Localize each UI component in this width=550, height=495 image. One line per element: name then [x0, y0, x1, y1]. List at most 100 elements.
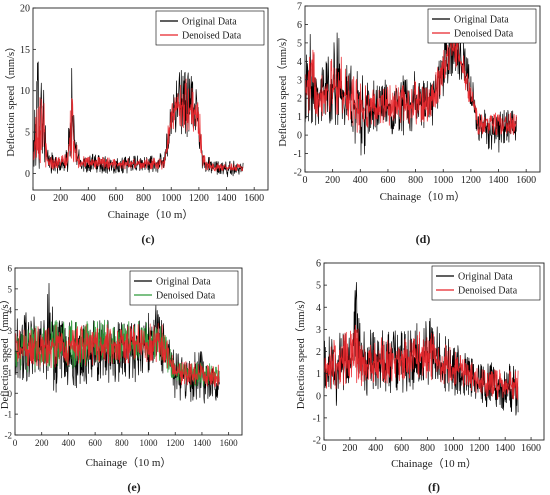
y-tick-label: 3 [316, 325, 321, 336]
panel-caption: (d) [416, 232, 431, 246]
y-tick-label: 5 [297, 38, 302, 49]
x-tick-label: 200 [342, 443, 357, 454]
y-tick-label: 5 [316, 281, 321, 292]
chart-panel-d: 0 200 400 600 800 1000 1200 1400 1600 -2 -1 0 1 2 3 4 5 6… [277, 2, 541, 246]
legend-label: Denoised Data [458, 286, 518, 297]
x-axis-label: Chainage（10 m） [108, 208, 194, 221]
legend-box [155, 10, 265, 46]
y-tick-label: 10 [20, 86, 30, 97]
x-tick-label: 1000 [443, 443, 463, 454]
y-tick-label: 2 [297, 94, 302, 105]
x-tick-label: 200 [325, 175, 340, 186]
legend: Original Data Denoised Data [155, 10, 265, 46]
chart-panel-c: 0 200 400 600 800 1000 1200 1400 1600 0 5 10 15 20 Cha… [5, 4, 269, 246]
legend-label: Original Data [458, 272, 513, 283]
legend: Original Data Denoised Data [431, 265, 541, 301]
y-tick-label: 3 [297, 75, 302, 86]
y-tick-label: 4 [297, 57, 302, 68]
y-tick-label: 4 [8, 305, 13, 315]
x-tick-label: 1600 [220, 438, 239, 448]
y-tick-label: 0 [25, 169, 30, 180]
y-axis-label: Deflection speed（mm/s） [277, 31, 289, 146]
legend-label: Denoised Data [182, 31, 242, 42]
x-tick-label: 800 [420, 443, 435, 454]
y-tick-label: 15 [20, 45, 30, 56]
x-tick-label: 1200 [189, 193, 209, 204]
x-tick-label: 0 [322, 443, 327, 454]
x-tick-label: 1400 [489, 175, 509, 186]
x-tick-label: 0 [13, 438, 18, 448]
series-line [305, 27, 517, 136]
panel-caption: (c) [141, 232, 154, 246]
y-tick-label: 3 [8, 326, 13, 336]
legend-box [129, 270, 239, 306]
y-tick-label: 7 [297, 2, 302, 13]
plot-area [324, 282, 519, 416]
x-tick-label: 600 [394, 443, 409, 454]
x-tick-label: 400 [368, 443, 383, 454]
chart-panel-e: 0 200 400 600 800 1000 1200 1400 1600 -2 -1 0 1 2 3 4 5 6… [0, 264, 243, 494]
x-tick-label: 1600 [521, 443, 541, 454]
y-tick-label: 1 [297, 112, 302, 123]
x-tick-label: 600 [380, 175, 395, 186]
legend-label: Original Data [182, 17, 237, 28]
plot-area [33, 61, 244, 178]
series-line [15, 323, 220, 387]
x-tick-label: 800 [115, 438, 129, 448]
x-tick-label: 1200 [469, 443, 489, 454]
panel-caption: (f) [428, 480, 440, 494]
x-tick-label: 0 [31, 193, 36, 204]
y-tick-label: 0 [297, 131, 302, 142]
axes-frame [32, 7, 269, 191]
x-tick-label: 1400 [193, 438, 212, 448]
x-tick-label: 1600 [516, 175, 536, 186]
x-axis-label: Chainage（10 m） [380, 190, 466, 203]
plot-area [15, 282, 220, 404]
y-tick-label: 2 [316, 347, 321, 358]
x-tick-label: 600 [88, 438, 102, 448]
x-tick-label: 400 [81, 193, 96, 204]
y-tick-label: -2 [313, 436, 321, 447]
legend-label: Original Data [454, 15, 509, 26]
y-tick-label: -1 [5, 410, 13, 420]
x-tick-label: 200 [35, 438, 49, 448]
x-tick-label: 1600 [244, 193, 264, 204]
legend-box [431, 265, 541, 301]
x-axis-label: Chainage（10 m） [391, 457, 477, 470]
x-tick-label: 0 [303, 175, 308, 186]
y-tick-label: 6 [297, 20, 302, 31]
y-tick-label: 1 [8, 368, 13, 378]
legend-label: Original Data [156, 277, 211, 288]
y-tick-label: 0 [8, 389, 13, 399]
y-axis-label: Deflection speed（mm/s） [295, 294, 307, 409]
x-tick-label: 1000 [433, 175, 453, 186]
legend: Original Data Denoised Data [427, 8, 537, 44]
y-tick-label: 6 [8, 264, 13, 274]
x-tick-label: 400 [62, 438, 76, 448]
x-tick-label: 600 [108, 193, 123, 204]
x-tick-label: 1200 [461, 175, 481, 186]
x-tick-label: 800 [136, 193, 151, 204]
y-tick-label: -1 [313, 413, 321, 424]
y-axis-label: Deflection speed（mm/s） [5, 41, 17, 156]
x-tick-label: 1200 [166, 438, 185, 448]
y-tick-label: -2 [5, 431, 13, 441]
y-tick-label: 5 [8, 284, 13, 294]
panel-caption: (e) [127, 480, 140, 494]
axes-frame [304, 5, 541, 173]
y-tick-label: 2 [8, 347, 13, 357]
x-axis-label: Chainage（10 m） [86, 456, 172, 469]
series-line [33, 78, 244, 172]
y-tick-label: -1 [294, 149, 302, 160]
x-tick-label: 1400 [495, 443, 515, 454]
legend: Original Data Denoised Data [129, 270, 239, 306]
plot-area [305, 16, 517, 156]
y-tick-label: 5 [25, 128, 30, 139]
y-tick-label: 4 [316, 303, 321, 314]
legend-box [427, 8, 537, 44]
y-tick-label: 6 [316, 259, 321, 270]
legend-label: Denoised Data [156, 291, 216, 302]
legend-label: Denoised Data [454, 29, 514, 40]
x-tick-label: 1000 [161, 193, 181, 204]
